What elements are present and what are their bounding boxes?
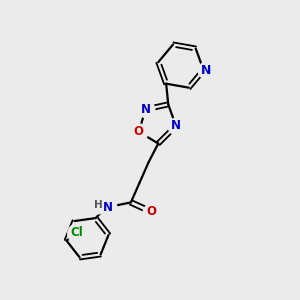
Text: N: N bbox=[171, 119, 181, 132]
Text: Cl: Cl bbox=[71, 226, 83, 239]
Text: O: O bbox=[134, 125, 144, 138]
Text: N: N bbox=[103, 201, 113, 214]
Text: H: H bbox=[94, 200, 103, 210]
Text: N: N bbox=[201, 64, 211, 76]
Text: N: N bbox=[141, 103, 151, 116]
Text: O: O bbox=[146, 205, 157, 218]
